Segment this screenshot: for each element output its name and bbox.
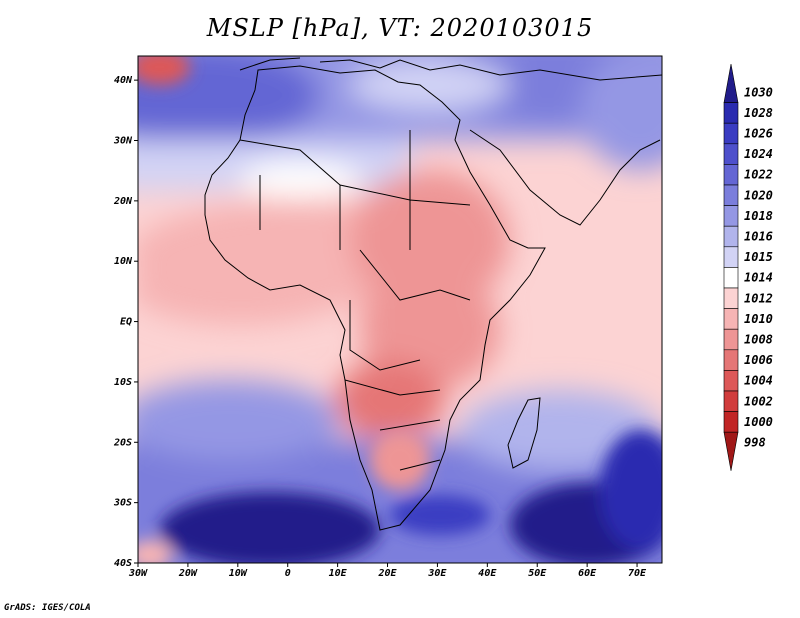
colorbar-swatch <box>723 267 739 289</box>
colorbar-label: 1008 <box>744 333 773 347</box>
colorbar-label: 1004 <box>744 374 773 388</box>
lat-tick-label: EQ <box>120 317 132 328</box>
colorbar-swatch <box>723 328 739 351</box>
colorbar-swatch <box>723 431 739 471</box>
lon-tick-label: 30W <box>128 568 148 579</box>
colorbar-swatch <box>723 143 739 165</box>
lon-tick-label: 50E <box>528 568 547 579</box>
colorbar-swatch <box>723 122 739 145</box>
colorbar-swatch <box>723 205 739 227</box>
colorbar-label: 1012 <box>744 291 773 305</box>
pressure-field <box>138 56 662 563</box>
lon-tick-label: 10W <box>229 568 248 579</box>
madagascar-coastline <box>507 397 541 469</box>
colorbar-label: 1006 <box>744 353 773 367</box>
lon-tick-label: 70E <box>628 568 647 579</box>
colorbar-swatch <box>723 390 739 412</box>
colorbar-label: 1020 <box>744 188 773 202</box>
colorbar-swatch <box>723 246 739 268</box>
colorbar-label: 1030 <box>744 85 773 99</box>
colorbar-label: 1018 <box>744 209 773 223</box>
colorbar-swatch <box>723 102 739 124</box>
lat-tick-label: 40N <box>114 75 133 86</box>
lon-tick-label: 40E <box>478 568 497 579</box>
lon-tick-label: 0 <box>285 568 291 579</box>
colorbar-label: 1014 <box>744 271 773 285</box>
lon-tick-label: 20W <box>178 568 198 579</box>
africa-coastline <box>204 65 546 531</box>
colorbar-label: 1015 <box>744 250 773 264</box>
colorbar: 1030 1028 1026 1024 1022 1020 1018 1016 1015 1014… <box>723 63 773 471</box>
lat-tick-label: 10S <box>114 377 132 388</box>
colorbar-swatch <box>723 287 739 309</box>
arabia-coastline <box>469 129 661 226</box>
colorbar-swatch <box>723 349 739 371</box>
colorbar-label: 1016 <box>744 230 773 244</box>
lat-tick-label: 30N <box>113 136 133 147</box>
colorbar-label: 1026 <box>744 127 773 141</box>
colorbar-label: 1000 <box>744 415 773 429</box>
lon-tick-label: 60E <box>578 568 597 579</box>
lat-tick-label: 20N <box>113 196 133 207</box>
coastlines <box>204 57 662 531</box>
colorbar-swatch <box>723 411 739 433</box>
colorbar-swatch <box>723 370 739 392</box>
colorbar-label: 1002 <box>744 394 773 408</box>
latitude-axis: 40N 30N 20N 10N EQ 10S 20S 30S 40S <box>113 75 138 569</box>
lat-tick-label: 20S <box>113 437 132 448</box>
lon-tick-label: 10E <box>329 568 348 579</box>
lon-tick-label: 30E <box>427 568 447 579</box>
map-title: MSLP [hPa], VT: 2020103015 <box>206 14 594 42</box>
colorbar-label: 1010 <box>744 312 773 326</box>
country-borders <box>239 130 471 471</box>
footer-credit: GrADS: IGES/COLA <box>4 603 91 613</box>
colorbar-label: 1024 <box>744 147 773 161</box>
colorbar-swatch <box>723 184 739 206</box>
colorbar-swatch <box>723 63 739 103</box>
colorbar-label: 998 <box>744 436 766 450</box>
colorbar-swatch <box>723 225 739 248</box>
plot-frame <box>137 55 663 564</box>
longitude-axis: 30W 20W 10W 0 10E 20E 30E 40E 50E 60E 70E <box>128 563 647 579</box>
colorbar-label: 1028 <box>744 106 773 120</box>
lat-tick-label: 10N <box>114 256 133 267</box>
colorbar-swatch <box>723 308 739 330</box>
lat-tick-label: 30S <box>113 498 132 509</box>
europe-coastline <box>239 57 662 81</box>
lat-tick-label: 40S <box>114 558 132 569</box>
colorbar-swatch <box>723 164 739 186</box>
colorbar-label: 1022 <box>744 168 773 182</box>
lon-tick-label: 20E <box>377 568 397 579</box>
